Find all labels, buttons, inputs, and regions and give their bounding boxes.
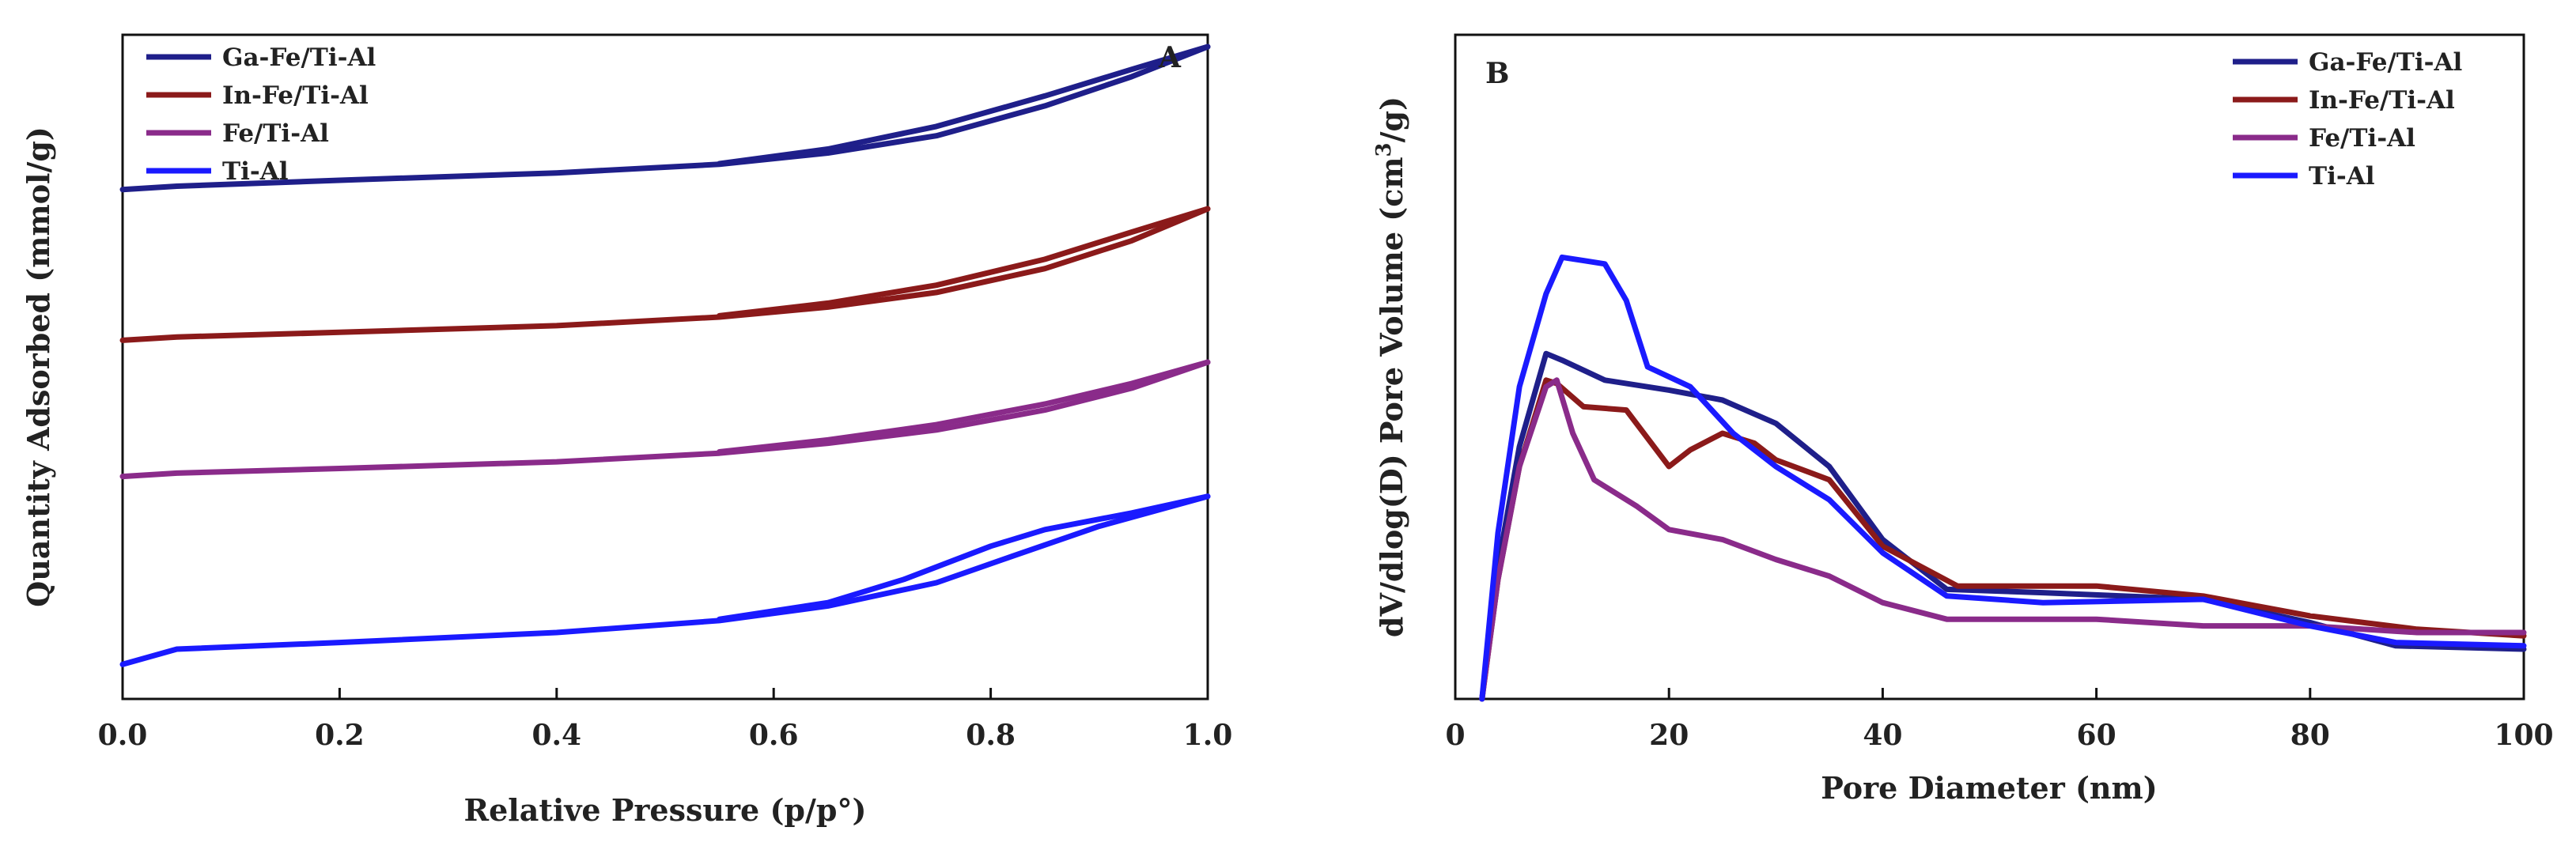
legend-label-in-fe-ti-al: In-Fe/Ti-Al <box>2309 86 2455 115</box>
adsorption-line-ti-al <box>119 493 1211 667</box>
legend-label-ga-fe-ti-al: Ga-Fe/Ti-Al <box>222 43 376 72</box>
series-group <box>1479 254 2527 702</box>
x-tick-label: 0.6 <box>749 719 799 752</box>
legend: Ga-Fe/Ti-Al In-Fe/Ti-Al Fe/Ti-Al Ti-Al <box>146 43 376 186</box>
x-tick-label: 0.4 <box>531 719 581 752</box>
legend: Ga-Fe/Ti-Al In-Fe/Ti-Al Fe/Ti-Al Ti-Al <box>2233 48 2462 191</box>
plot-frame <box>1454 33 2525 701</box>
series-line-in-fe-ti-al <box>1479 377 2527 702</box>
y-axis-title: dV/dlog(D) Pore Volume (cm3/g) <box>1372 96 1409 637</box>
adsorption-line-fe-ti-al <box>119 359 1211 480</box>
panel-label: A <box>1158 41 1182 74</box>
series-line-ga-fe-ti-al <box>1479 350 2527 702</box>
y-axis-title: Quantity Adsorbed (mmol/g) <box>21 127 56 607</box>
desorption-line-fe-ti-al <box>717 359 1211 455</box>
x-tick-label: 1.0 <box>1183 719 1233 752</box>
legend-label-ti-al: Ti-Al <box>222 157 289 186</box>
series-line-ti-al <box>1479 254 2527 702</box>
x-tick-label: 0.2 <box>315 719 365 752</box>
legend-label-ti-al: Ti-Al <box>2309 162 2375 191</box>
legend-label-in-fe-ti-al: In-Fe/Ti-Al <box>222 81 369 110</box>
pore-distribution-chart-svg: 0 20 40 60 80 100 Ga-Fe/Ti-Al In-Fe/Ti-Al Fe/Ti… <box>1372 33 2554 806</box>
x-axis-title: Relative Pressure (p/p°) <box>464 792 867 828</box>
desorption-line-ti-al <box>717 493 1211 622</box>
x-tick-label: 40 <box>1863 719 1902 752</box>
x-tick-label: 100 <box>2494 719 2553 752</box>
x-axis-ticks: 0 20 40 60 80 100 <box>1445 688 2554 752</box>
legend-label-fe-ti-al: Fe/Ti-Al <box>2309 124 2415 153</box>
x-tick-label: 60 <box>2077 719 2116 752</box>
series-group <box>119 43 1211 667</box>
x-axis-title: Pore Diameter (nm) <box>1821 770 2158 806</box>
x-tick-label: 20 <box>1649 719 1689 752</box>
panel-label: B <box>1485 57 1509 90</box>
series-line-fe-ti-al <box>1479 377 2527 702</box>
x-tick-label: 80 <box>2290 719 2330 752</box>
isotherm-chart-svg: 0.0 0.2 0.4 0.6 0.8 1.0 Ga-Fe/Ti-Al In-Fe/Ti-A… <box>21 33 1233 828</box>
x-tick-label: 0.8 <box>966 719 1016 752</box>
pore-distribution-chart-panel-b: 0 20 40 60 80 100 Ga-Fe/Ti-Al In-Fe/Ti-Al Fe/Ti… <box>1288 0 2576 846</box>
desorption-line-ga-fe-ti-al <box>717 43 1211 167</box>
adsorption-line-in-fe-ti-al <box>119 206 1211 343</box>
x-axis-ticks: 0.0 0.2 0.4 0.6 0.8 1.0 <box>98 688 1233 752</box>
x-tick-label: 0.0 <box>98 719 148 752</box>
plot-frame <box>121 33 1209 701</box>
desorption-line-in-fe-ti-al <box>717 206 1211 319</box>
x-tick-label: 0 <box>1445 719 1465 752</box>
isotherm-chart-panel-a: 0.0 0.2 0.4 0.6 0.8 1.0 Ga-Fe/Ti-Al In-Fe/Ti-A… <box>21 33 1233 828</box>
legend-label-ga-fe-ti-al: Ga-Fe/Ti-Al <box>2309 48 2462 77</box>
legend-label-fe-ti-al: Fe/Ti-Al <box>222 119 329 148</box>
